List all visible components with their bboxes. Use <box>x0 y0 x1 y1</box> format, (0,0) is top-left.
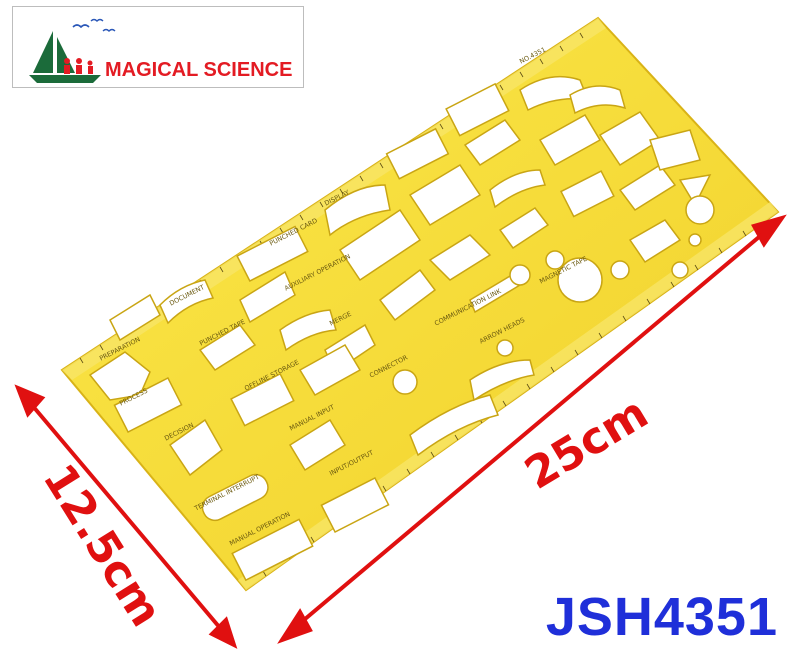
width-arrow-head-right-icon <box>751 214 787 248</box>
height-arrow-line <box>24 396 228 637</box>
product-model-code: JSH4351 <box>545 587 778 647</box>
sailboat-logo-icon <box>29 18 116 83</box>
dimension-arrows <box>14 214 787 649</box>
bird-icon <box>102 28 116 32</box>
brand-logo: MAGICAL SCIENCE <box>12 6 304 88</box>
width-arrow-line <box>290 224 774 632</box>
brand-name: MAGICAL SCIENCE <box>105 59 293 81</box>
height-arrow-head-top-icon <box>14 384 46 418</box>
height-arrow-head-bottom-icon <box>208 616 238 649</box>
width-arrow-head-left-icon <box>277 608 313 644</box>
bird-icon <box>90 18 104 22</box>
bird-icon <box>72 24 90 29</box>
stencil-cutouts <box>88 75 715 582</box>
